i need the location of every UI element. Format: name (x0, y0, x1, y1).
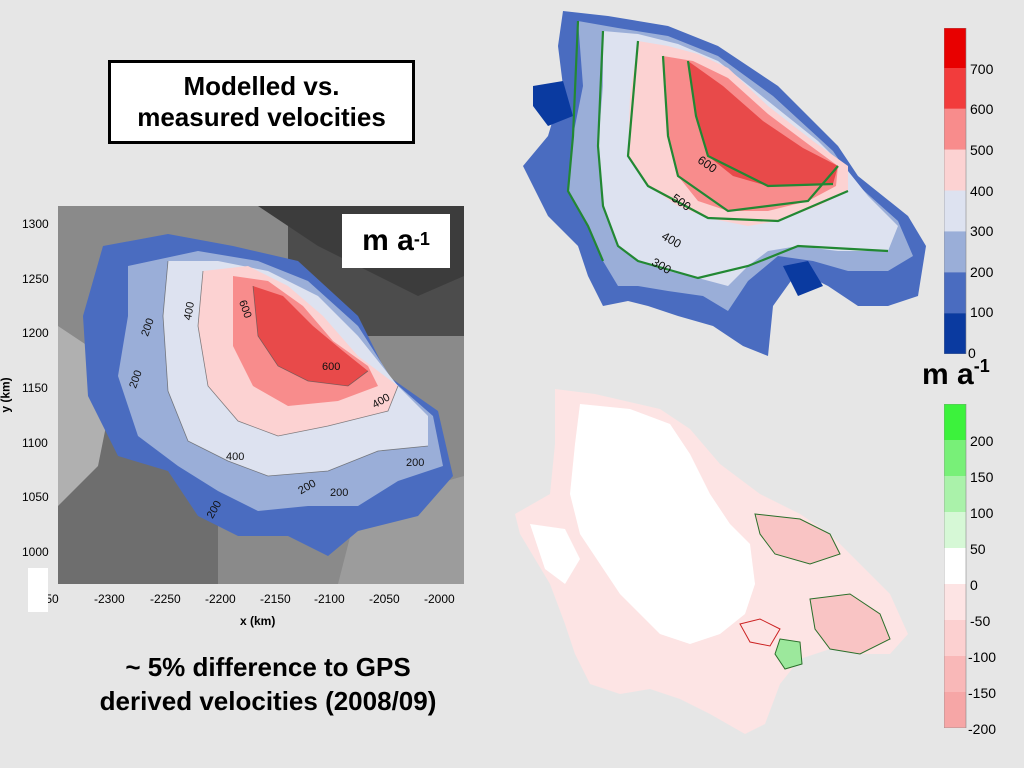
y-tick-label: 1300 (22, 217, 49, 231)
colorbar-swatch (944, 440, 966, 476)
colorbar-label: -100 (968, 649, 997, 665)
colorbar-swatch (944, 548, 966, 584)
unit-text: m a (922, 358, 974, 391)
x-tick-label: -2300 (94, 592, 125, 606)
title-line-1: Modelled vs. (183, 71, 340, 101)
title-box: Modelled vs. measured velocities (108, 60, 415, 144)
title-line-2: measured velocities (137, 102, 386, 132)
velocity-band-0 (533, 81, 573, 126)
contour-label: 600 (236, 299, 254, 320)
velocity-band-0 (783, 261, 823, 296)
colorbar-label: 150 (970, 469, 994, 485)
modelled-velocity-map: 200 200 400 600 600 400 400 200 200 200 … (58, 206, 464, 584)
white-patch (28, 568, 48, 612)
colorbar-label: -50 (970, 613, 991, 629)
contour-label: 200 (330, 487, 348, 499)
contour-label: 400 (226, 451, 244, 463)
contour-label: 600 (322, 361, 340, 373)
x-tick-label: -2150 (260, 592, 291, 606)
y-tick-label: 1050 (22, 490, 49, 504)
colorbar-frame (944, 28, 967, 354)
colorbar-swatch (944, 656, 966, 692)
y-tick-label: 1000 (22, 545, 49, 559)
velocity-band-600 (253, 286, 368, 386)
measured-velocity-map: 600 500 400 300 (523, 11, 926, 356)
colorbar-label: 0 (968, 345, 976, 361)
footer-line-1: ~ 5% difference to GPS (125, 652, 411, 682)
velocity-difference-map (515, 389, 908, 734)
difference-zero (570, 404, 755, 644)
velocity-colorbar (944, 28, 967, 354)
unit-text: m a (362, 224, 414, 257)
contour-label: 200 (139, 317, 157, 338)
x-axis-label: x (km) (240, 614, 276, 628)
colorbar-label: 400 (970, 183, 994, 199)
y-tick-label: 1150 (22, 381, 48, 395)
unit-label-right: m a-1 (922, 356, 990, 392)
y-tick-label: 1100 (22, 436, 48, 450)
colorbar-label: 300 (970, 223, 994, 239)
colorbar-swatch (944, 692, 966, 728)
footer-caption: ~ 5% difference to GPS derived velocitie… (40, 650, 496, 718)
colorbar-label: 600 (970, 101, 994, 117)
colorbar-label: 200 (970, 433, 994, 449)
colorbar-swatch (944, 149, 966, 191)
colorbar-label: 700 (970, 61, 994, 77)
x-tick-label: -2200 (205, 592, 236, 606)
colorbar-label: 100 (970, 505, 994, 521)
colorbar-swatch (944, 108, 966, 150)
contour-label: 400 (182, 301, 197, 321)
colorbar-label: 0 (970, 577, 978, 593)
colorbar-label: -150 (968, 685, 997, 701)
colorbar-label: 100 (970, 304, 994, 320)
difference-band-positive (775, 639, 802, 669)
difference-colorbar (944, 404, 967, 728)
y-tick-label: 1200 (22, 326, 49, 340)
colorbar-swatch (944, 404, 966, 440)
difference-band--100 (755, 514, 840, 564)
difference-zero (530, 524, 580, 584)
difference-band--100 (810, 594, 890, 654)
y-tick-label: 1250 (22, 272, 49, 286)
colorbar-label: -200 (968, 721, 997, 737)
velocity-band-600 (688, 61, 838, 186)
contour-label: 200 (406, 457, 424, 469)
colorbar-swatch (944, 313, 966, 354)
colorbar-label: 500 (970, 142, 994, 158)
colorbar-swatch (944, 190, 966, 232)
colorbar-swatch (944, 28, 966, 68)
x-tick-label: -2000 (424, 592, 455, 606)
colorbar-swatch (944, 231, 966, 273)
unit-label-left: m a -1 (342, 214, 450, 268)
x-tick-label: -2100 (314, 592, 345, 606)
x-tick-label: -2050 (369, 592, 400, 606)
colorbar-label: 200 (970, 264, 994, 280)
colorbar-swatch (944, 272, 966, 314)
colorbar-swatch (944, 512, 966, 548)
colorbar-label: 50 (970, 541, 986, 557)
colorbar-frame (944, 404, 967, 728)
colorbar-swatch (944, 620, 966, 656)
contour-label: 200 (127, 369, 145, 390)
footer-line-2: derived velocities (2008/09) (99, 686, 437, 716)
x-tick-label: -2250 (150, 592, 181, 606)
colorbar-swatch (944, 584, 966, 620)
y-axis-label: y (km) (0, 377, 13, 413)
unit-exponent: -1 (413, 228, 430, 249)
unit-exponent: -1 (973, 356, 990, 376)
colorbar-swatch (944, 476, 966, 512)
colorbar-swatch (944, 68, 966, 109)
